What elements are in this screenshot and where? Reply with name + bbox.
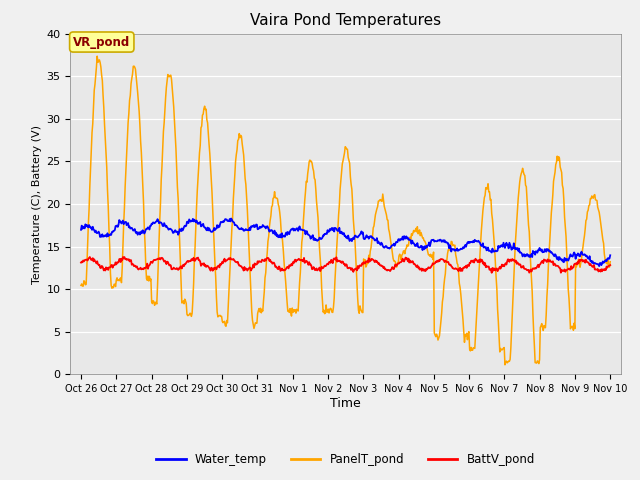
Title: Vaira Pond Temperatures: Vaira Pond Temperatures <box>250 13 441 28</box>
Y-axis label: Temperature (C), Battery (V): Temperature (C), Battery (V) <box>33 124 42 284</box>
X-axis label: Time: Time <box>330 397 361 410</box>
Legend: Water_temp, PanelT_pond, BattV_pond: Water_temp, PanelT_pond, BattV_pond <box>151 448 540 471</box>
Text: VR_pond: VR_pond <box>73 36 131 48</box>
